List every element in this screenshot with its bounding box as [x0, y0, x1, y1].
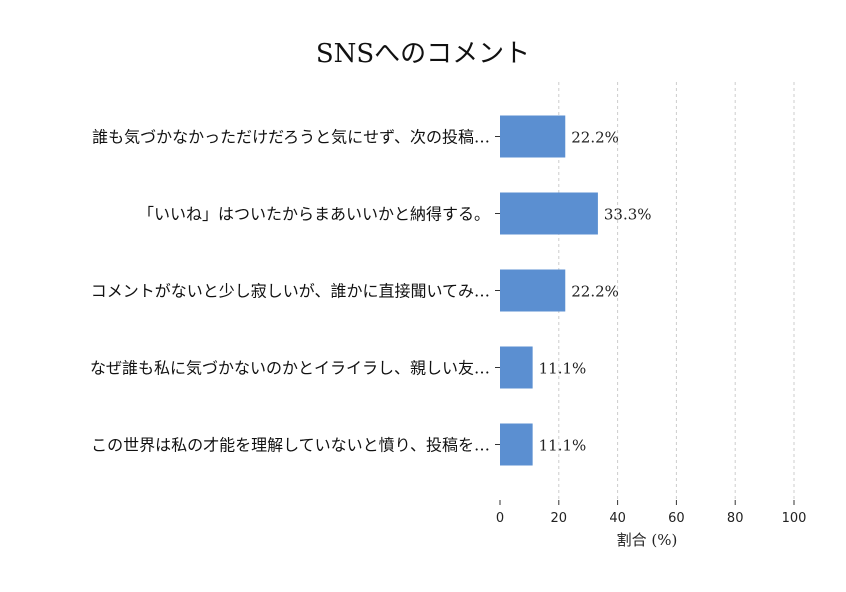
- category-label: コメントがないと少し寂しいが、誰かに直接聞いてみ…: [91, 282, 490, 301]
- bar: [500, 192, 598, 235]
- bar: [500, 115, 566, 158]
- bar: [500, 423, 533, 466]
- x-axis-label: 割合 (%): [617, 531, 678, 549]
- x-tick-label: 80: [727, 511, 744, 526]
- x-tick-label: 20: [551, 511, 568, 526]
- chart-title: SNSへのコメント: [316, 39, 530, 69]
- bar: [500, 269, 566, 312]
- x-tick-label: 40: [609, 511, 626, 526]
- value-label: 11.1%: [539, 437, 587, 455]
- bar: [500, 346, 533, 389]
- value-label: 11.1%: [539, 360, 587, 378]
- x-tick-label: 0: [496, 511, 504, 526]
- category-label: 誰も気づかなかっただけだろうと気にせず、次の投稿…: [92, 128, 490, 147]
- value-label: 22.2%: [571, 129, 619, 147]
- category-label: なぜ誰も私に気づかないのかとイライラし、親しい友…: [90, 359, 490, 378]
- category-label: この世界は私の才能を理解していないと憤り、投稿を…: [91, 436, 490, 455]
- category-label: 「いいね」はついたからまあいいかと納得する。: [138, 205, 490, 224]
- x-tick-label: 60: [668, 511, 685, 526]
- value-label: 33.3%: [604, 206, 652, 224]
- value-label: 22.2%: [571, 283, 619, 301]
- x-tick-label: 100: [782, 511, 807, 526]
